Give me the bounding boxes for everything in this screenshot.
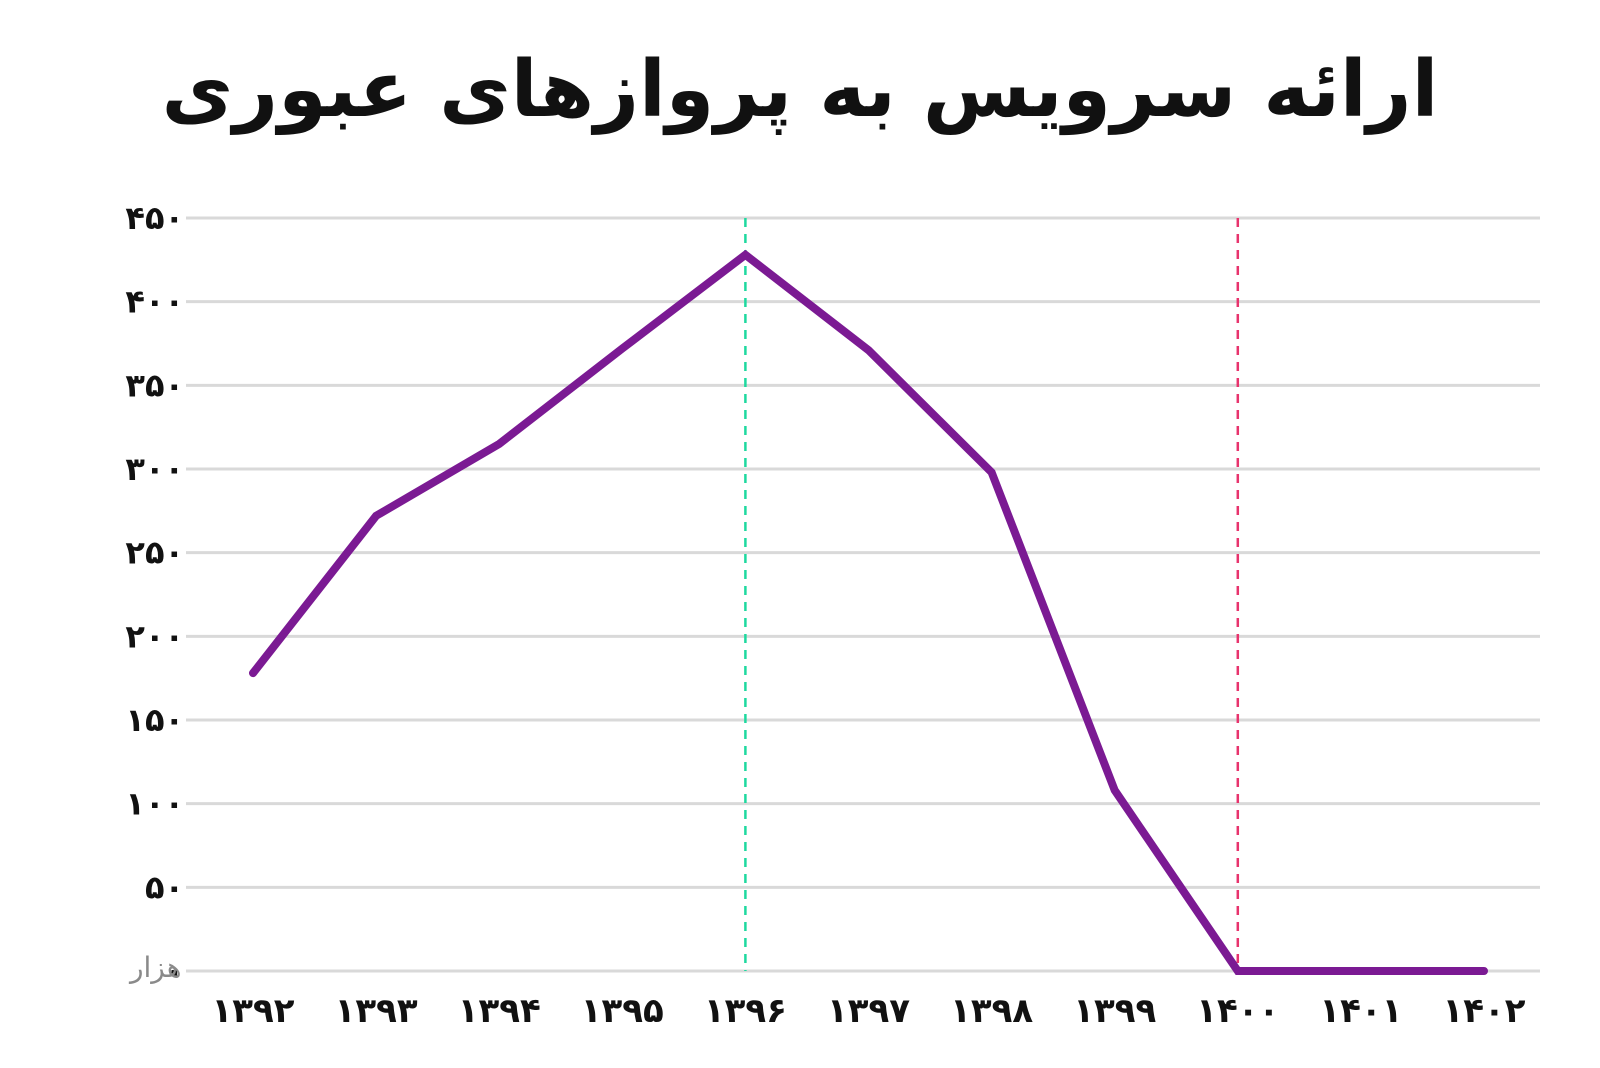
data-point [1358,969,1363,973]
data-point [374,513,379,518]
x-tick-label: ۱۴۰۰ [1196,991,1279,1031]
y-tick-label: ۰ [164,952,184,990]
data-point [743,252,748,257]
x-tick-label: ۱۳۹۵ [581,991,664,1031]
x-tick-label: ۱۴۰۲ [1442,991,1525,1031]
data-point [620,346,625,351]
y-tick-label: ۳۰۰ [125,450,184,488]
series-line [249,249,1488,975]
data-point [989,470,994,475]
x-tick-label: ۱۳۹۶ [704,991,787,1031]
y-tick-label: ۲۵۰ [125,534,184,572]
x-tick-label: ۱۳۹۸ [950,991,1033,1031]
y-axis-tick-labels: ۰ ۵۰ ۱۰۰ ۱۵۰ ۲۰۰ ۲۵۰ ۳۰۰ ۳۵۰ ۴۰۰ ۴۵۰ [125,199,184,990]
data-point [497,441,502,446]
gridlines [186,216,1540,973]
reference-lines [744,218,1240,971]
data-point [1235,969,1240,973]
y-tick-label: ۵۰ [145,868,184,906]
x-tick-label: ۱۳۹۲ [211,991,294,1031]
y-tick-label: ۴۵۰ [125,199,184,237]
x-tick-label: ۱۳۹۷ [827,991,910,1031]
y-tick-label: ۳۵۰ [125,366,184,404]
series-layer [249,249,1488,975]
y-tick-label: ۱۰۰ [125,785,184,823]
x-tick-label: ۱۳۹۹ [1073,991,1156,1031]
x-tick-label: ۱۳۹۴ [458,991,541,1031]
y-tick-label: ۲۰۰ [125,617,184,655]
chart-title: ارائه سرویس به پروازهای عبوری [161,45,1439,135]
x-tick-label: ۱۴۰۱ [1319,991,1402,1031]
y-axis-unit-label: هزار [128,951,182,984]
data-point [251,671,255,676]
data-point [1112,788,1117,793]
y-tick-label: ۱۵۰ [125,701,184,739]
data-point [1482,969,1486,973]
x-axis-tick-labels: ۱۳۹۲ ۱۳۹۳ ۱۳۹۴ ۱۳۹۵ ۱۳۹۶ ۱۳۹۷ ۱۳۹۸ ۱۳۹۹ ۱۴۰۰ ۱۴۰۱… [211,991,1525,1031]
x-tick-label: ۱۳۹۳ [335,991,418,1031]
data-point [866,348,871,353]
y-tick-label: ۴۰۰ [125,283,184,321]
